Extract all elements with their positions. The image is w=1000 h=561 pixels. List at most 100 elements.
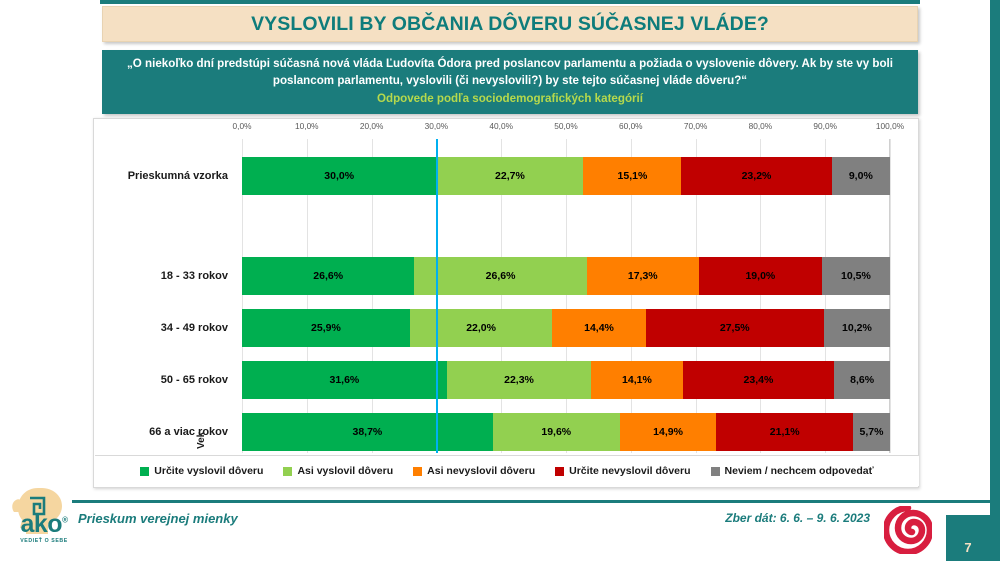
bar-segment-label: 22,0% <box>466 322 496 334</box>
x-axis-tick: 60,0% <box>619 121 643 131</box>
bar-segment-label: 9,0% <box>848 170 873 182</box>
bar-segment: 23,2% <box>681 157 832 195</box>
bar-segment: 10,5% <box>821 257 890 295</box>
category-label: 50 - 65 rokov <box>160 374 228 386</box>
page-badge: 7 <box>946 515 990 561</box>
bar-segment-label: 30,0% <box>324 170 355 182</box>
bar-segment-label: 26,6% <box>313 270 344 282</box>
bar-segment-label: 23,2% <box>741 170 772 182</box>
bar-segment: 27,5% <box>645 309 824 347</box>
legend-item[interactable]: Určite vyslovil dôveru <box>140 465 263 477</box>
legend-label: Neviem / nechcem odpovedať <box>724 465 874 477</box>
bar-segment-label: 23,4% <box>743 374 774 386</box>
gridline <box>825 139 827 453</box>
bar-segment-label: 22,7% <box>495 170 525 182</box>
bar-segment: 5,7% <box>853 413 890 451</box>
left-rail <box>0 0 6 561</box>
x-axis-tick: 90,0% <box>813 121 837 131</box>
bar-segment-label: 21,1% <box>769 426 800 438</box>
ako-logo-word: ako® <box>8 512 80 537</box>
bar-segment-label: 5,7% <box>859 426 884 438</box>
reference-line <box>436 139 439 453</box>
question-text: „O niekoľko dní predstúpi súčasná nová v… <box>127 57 893 87</box>
legend-item[interactable]: Určite nevyslovil dôveru <box>555 465 691 477</box>
bar-segment-label: 27,5% <box>719 322 750 334</box>
legend-item[interactable]: Neviem / nechcem odpovedať <box>710 465 874 477</box>
bar-segment: 23,4% <box>682 361 835 399</box>
bar-segment-label: 14,1% <box>622 374 652 386</box>
bar-segment: 8,6% <box>834 361 890 399</box>
legend-swatch-icon <box>283 466 293 476</box>
chart-panel: 0,0% 10,0% 20,0% 30,0% 40,0% 50,0% 60,0% 70,0% 8… <box>93 118 919 488</box>
legend-label: Asi vyslovil dôveru <box>297 465 394 477</box>
question-subtitle: Odpovede podľa sociodemografických kateg… <box>376 91 644 105</box>
x-axis-tick: 80,0% <box>748 121 773 131</box>
bar-segment-label: 31,6% <box>329 374 360 386</box>
legend-label: Asi nevyslovil dôveru <box>427 465 536 477</box>
bar-row: 38,7% 19,6% 14,9% 21,1% 5,7% <box>242 413 890 451</box>
gridline <box>890 139 891 453</box>
gridline <box>306 139 308 453</box>
bar-segment-label: 19,0% <box>745 270 776 282</box>
bar-segment: 10,2% <box>823 309 890 347</box>
ako-logo-text: ako <box>20 510 63 538</box>
bar-segment-label: 10,2% <box>842 322 872 334</box>
gridline <box>695 139 697 453</box>
category-label: 18 - 33 rokov <box>160 270 228 282</box>
bar-segment-label: 25,9% <box>311 322 341 334</box>
category-label: 34 - 49 rokov <box>160 322 228 334</box>
x-axis-tick: 100,0% <box>875 121 905 131</box>
bar-segment-label: 17,3% <box>627 270 658 282</box>
gridline <box>630 139 632 453</box>
x-axis-tick-labels: 0,0% 10,0% 20,0% 30,0% 40,0% 50,0% 60,0% 70,0% 8… <box>94 121 920 137</box>
ako-head-icon <box>12 488 62 534</box>
bar-segment-label: 8,6% <box>850 374 875 386</box>
bar-segment: 14,4% <box>552 309 646 347</box>
category-label: Prieskumná vzorka <box>127 170 228 182</box>
x-axis-tick: 10,0% <box>295 121 319 131</box>
bar-segment: 19,6% <box>492 413 620 451</box>
legend-item[interactable]: Asi nevyslovil dôveru <box>413 465 535 477</box>
legend-swatch-icon <box>413 466 423 476</box>
bar-segment: 22,7% <box>436 157 584 195</box>
bar-segment-label: 38,7% <box>352 426 383 438</box>
footer-date: Zber dát: 6. 6. – 9. 6. 2023 <box>725 511 870 525</box>
bar-segment-label: 22,3% <box>504 374 534 386</box>
legend-swatch-icon <box>140 466 150 476</box>
legend-label: Určite nevyslovil dôveru <box>569 465 691 477</box>
bar-segment: 14,9% <box>619 413 717 451</box>
x-axis-tick: 40,0% <box>489 121 513 131</box>
chart-legend: Určite vyslovil dôveru Asi vyslovil dôver… <box>95 455 919 486</box>
category-gutter <box>95 139 242 453</box>
x-axis-tick: 30,0% <box>424 121 449 131</box>
bar-segment: 26,6% <box>242 257 415 295</box>
bar-segment: 15,1% <box>583 157 682 195</box>
ako-logo-tagline: VEDIEŤ O SEBE <box>20 538 68 544</box>
bar-segment-label: 19,6% <box>541 426 572 438</box>
footer-rule <box>72 500 992 503</box>
x-axis-tick: 70,0% <box>683 121 708 131</box>
legend-swatch-icon <box>710 466 720 476</box>
bar-segment: 38,7% <box>242 413 493 451</box>
bar-segment-label: 15,1% <box>617 170 648 182</box>
bar-segment-label: 10,5% <box>841 270 871 282</box>
x-axis-tick: 50,0% <box>554 121 578 131</box>
plot-right-border <box>889 139 890 453</box>
spiral-logo-icon <box>884 506 932 554</box>
footer-note: Prieskum verejnej mienky <box>78 511 238 526</box>
legend-item[interactable]: Asi vyslovil dôveru <box>283 465 393 477</box>
bar-segment: 21,1% <box>716 413 854 451</box>
bar-segment: 25,9% <box>242 309 410 347</box>
top-rule <box>100 0 920 4</box>
bar-segment: 19,0% <box>698 257 822 295</box>
bar-row: 25,9% 22,0% 14,4% 27,5% 10,2% <box>242 309 890 347</box>
bar-segment: 31,6% <box>242 361 447 399</box>
bar-segment: 22,3% <box>446 361 592 399</box>
bar-segment-label: 14,4% <box>584 322 614 334</box>
category-label: 66 a viac rokov <box>149 426 228 438</box>
page-title: VYSLOVILI BY OBČANIA DÔVERU SÚČASNEJ VLÁ… <box>251 12 769 35</box>
gridline <box>371 139 373 453</box>
bar-segment: 9,0% <box>831 157 890 195</box>
bar-segment: 26,6% <box>414 257 587 295</box>
